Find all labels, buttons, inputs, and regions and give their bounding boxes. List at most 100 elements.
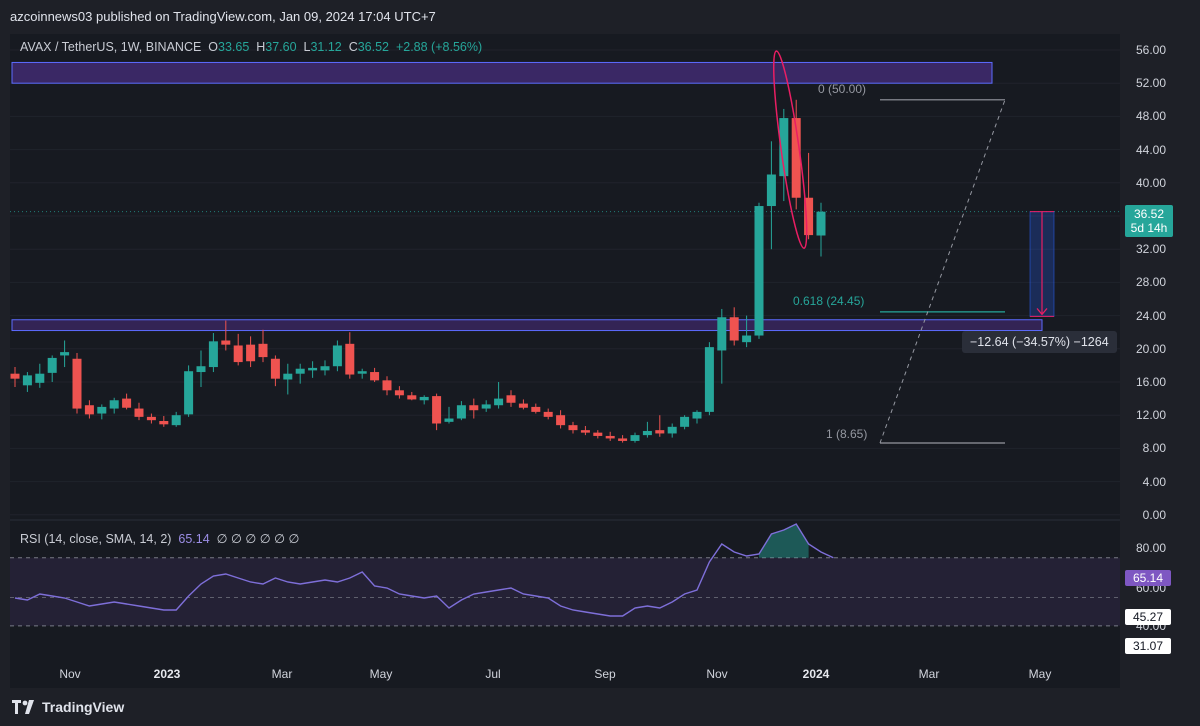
candle-body (97, 406, 107, 414)
candle-body (754, 206, 764, 336)
candle-body (506, 395, 516, 403)
candle-body (432, 396, 442, 424)
candle-body (680, 416, 690, 427)
rsi-value: 65.14 (178, 532, 210, 546)
price-axis-label: 56.00 (1135, 43, 1166, 57)
candle-body (580, 430, 590, 433)
price-axis-label: 8.00 (1142, 441, 1166, 456)
candle-body (729, 317, 739, 341)
candle-body (382, 380, 392, 391)
candle-body (593, 432, 603, 436)
candle-body (184, 371, 194, 415)
candle-body (10, 373, 20, 379)
time-axis-label: Mar (918, 667, 940, 681)
candle-body (791, 118, 801, 198)
candle-body (766, 174, 776, 207)
fib-level-1: 1 (8.65) (826, 427, 868, 441)
price-axis-label: 16.00 (1135, 375, 1166, 389)
price-axis-label: 40.00 (1135, 175, 1166, 190)
candle-body (35, 373, 45, 383)
candle-body (345, 343, 355, 375)
price-axis-label: 12.00 (1135, 408, 1166, 423)
publisher-text: azcoinnews03 published on TradingView.co… (10, 9, 436, 24)
time-axis-label: Nov (59, 667, 81, 681)
rsi-lower-tag: 31.07 (1125, 638, 1171, 654)
candle-body (370, 372, 380, 381)
price-legend: AVAX / TetherUS, 1W, BINANCE O33.65 H37.… (20, 40, 482, 54)
rsi-value-tag: 65.14 (1125, 570, 1171, 586)
price-axis-label: 32.00 (1135, 242, 1166, 257)
candle-body (196, 366, 206, 373)
candle-body (494, 398, 504, 406)
time-axis-label: Sep (594, 667, 616, 681)
current-price-value: 36.52 (1133, 207, 1165, 221)
close-value: 36.52 (357, 40, 389, 54)
candle-body (308, 367, 318, 371)
candle-body (692, 411, 702, 419)
candle-body (233, 345, 243, 363)
fib-level-0: 0 (50.00) (818, 82, 867, 96)
footer-brand: TradingView (42, 699, 125, 715)
candle-body (72, 358, 82, 409)
candle-body (444, 418, 454, 422)
price-axis-label: 4.00 (1142, 474, 1166, 489)
rsi-line (14, 523, 834, 617)
time-axis-label: May (1028, 667, 1052, 681)
price-axis-label: 20.00 (1135, 341, 1166, 356)
open-label: O (208, 40, 218, 54)
rsi-axis-label: 80.00 (1135, 541, 1166, 555)
resistance-zone (11, 61, 993, 84)
price-axis-label: 28.00 (1135, 275, 1166, 290)
price-axis-label: 24.00 (1135, 308, 1166, 323)
time-axis-label: 2023 (153, 667, 181, 681)
candle-body (109, 400, 119, 409)
candle-body (717, 317, 727, 351)
top-highlight-ellipse (772, 50, 808, 249)
high-value: 37.60 (265, 40, 297, 54)
candle-body (667, 426, 677, 434)
support-zone (11, 319, 1043, 332)
candle-body (357, 371, 367, 374)
time-axis-label: 2024 (802, 667, 830, 681)
fib-trend-line (879, 99, 1006, 444)
candle-body (221, 340, 231, 345)
measure-arrowhead (1036, 308, 1048, 316)
rsi-upper-tag: 45.27 (1125, 609, 1171, 625)
candle-body (134, 408, 144, 417)
rsi-overbought-fill (759, 524, 809, 558)
candle-body (456, 405, 466, 419)
candle-body (469, 405, 479, 411)
candle-body (779, 118, 789, 177)
candle-body (407, 395, 417, 400)
candle-body (122, 398, 132, 408)
chart-frame (10, 34, 1120, 688)
low-label: L (303, 40, 311, 54)
time-axis-label: Nov (706, 667, 728, 681)
price-axis-label: 48.00 (1135, 109, 1166, 124)
candle-body (295, 368, 305, 374)
change-value: +2.88 (+8.56%) (395, 40, 483, 54)
candle-body (642, 430, 652, 436)
candle-body (332, 345, 342, 367)
rsi-band (10, 557, 1120, 626)
candle-body (270, 358, 280, 379)
candle-body (84, 405, 94, 415)
candle-body (246, 344, 256, 362)
footer-bar: TradingView (0, 690, 1200, 726)
high-label: H (256, 40, 266, 54)
candle-body (531, 406, 541, 412)
current-price-tag: 36.52 5d 14h (1125, 205, 1173, 237)
candle-body (556, 415, 566, 426)
chart-canvas[interactable] (10, 34, 1120, 688)
candle-body (159, 421, 169, 425)
candle-body (171, 415, 181, 426)
bar-countdown: 5d 14h (1130, 221, 1168, 235)
rsi-legend: RSI (14, close, SMA, 14, 2) 65.14 ∅ ∅ ∅ … (20, 531, 299, 546)
candle-body (419, 396, 429, 401)
candle-body (481, 404, 491, 409)
tradingview-logo[interactable]: TradingView (12, 699, 124, 715)
candle-body (704, 347, 714, 412)
candle-body (804, 197, 814, 236)
measure-readout: −12.64 (−34.57%) −1264 (962, 331, 1117, 353)
rsi-tail: ∅ ∅ ∅ ∅ ∅ ∅ (216, 532, 300, 546)
